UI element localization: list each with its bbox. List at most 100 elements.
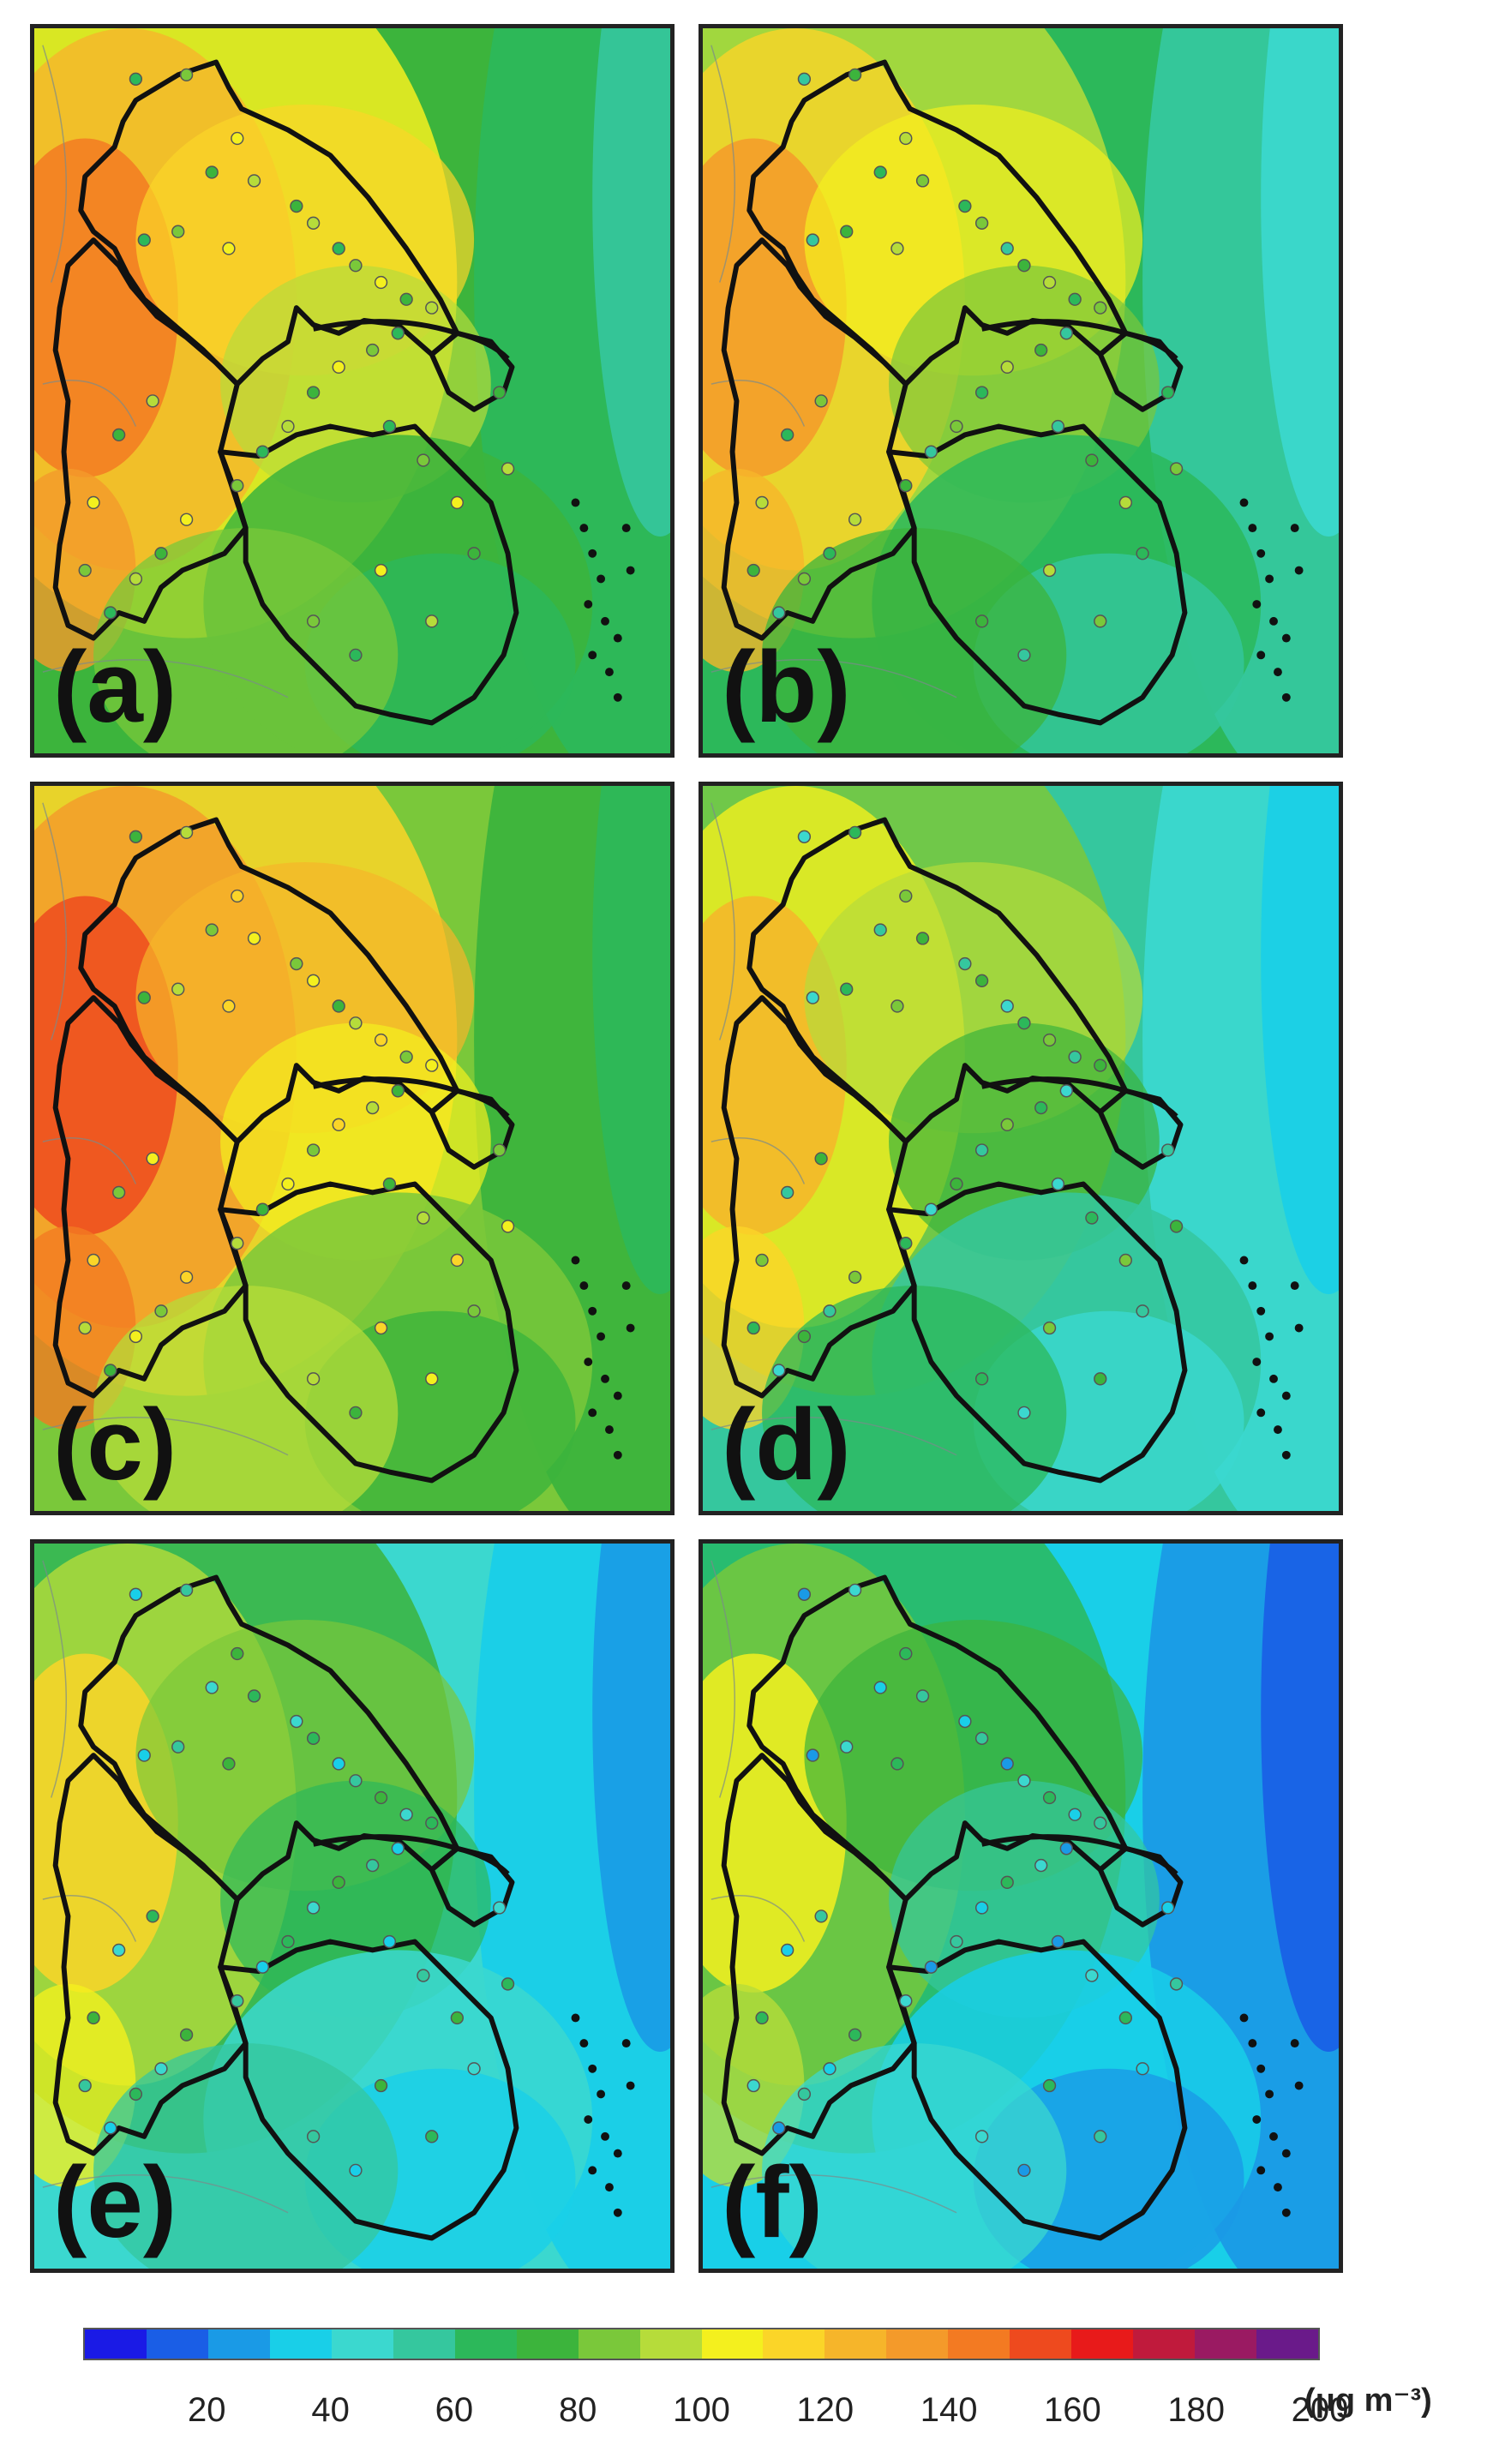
station-marker (1051, 419, 1065, 434)
station-marker (179, 513, 194, 526)
station-marker (231, 1237, 244, 1250)
station-marker (1161, 1143, 1175, 1157)
island (621, 524, 631, 533)
station-marker (840, 225, 854, 238)
station-marker (467, 547, 481, 561)
island (1239, 498, 1249, 507)
station-marker (205, 1681, 219, 1694)
station-marker (255, 1202, 270, 1216)
island (588, 2166, 597, 2175)
station-marker (1042, 563, 1057, 578)
colorbar-swatch (1256, 2329, 1319, 2359)
concentration-contour (1261, 1544, 1339, 2052)
station-marker (974, 615, 989, 628)
station-marker (501, 1220, 515, 1233)
station-marker (1059, 1842, 1073, 1855)
minor-boundary (711, 45, 735, 283)
station-marker (417, 1969, 430, 1982)
island (571, 1256, 580, 1265)
colorbar (83, 2328, 1320, 2360)
station-marker (78, 563, 92, 578)
station-marker (848, 1583, 862, 1598)
station-marker (366, 343, 380, 357)
island (1248, 1281, 1257, 1291)
station-marker (222, 999, 236, 1013)
station-marker (493, 1901, 507, 1915)
island (1256, 2166, 1266, 2175)
station-marker (425, 1372, 439, 1386)
station-marker (1017, 648, 1031, 662)
station-marker (129, 2087, 143, 2101)
jiangsu-boundary (746, 59, 1129, 387)
station-marker (146, 1909, 159, 1923)
river-line (312, 1076, 510, 1118)
station-marker (137, 991, 151, 1004)
island (1248, 524, 1257, 533)
station-marker (924, 445, 938, 459)
minor-boundaries (42, 802, 289, 1456)
province-boundaries (721, 1574, 1188, 2241)
anhui-boundary (52, 995, 249, 1399)
jiangsu-boundary (746, 1574, 1129, 1903)
island (588, 1408, 597, 1418)
colorbar-swatch (85, 2329, 147, 2359)
station-marker (425, 615, 439, 628)
island (1239, 2013, 1249, 2023)
station-marker (281, 1177, 295, 1191)
province-boundaries (52, 59, 519, 726)
colorbar-swatch (207, 2329, 270, 2359)
minor-boundaries (711, 802, 957, 1456)
colorbar-tick-label: 100 (673, 2391, 730, 2429)
station-marker (755, 2011, 769, 2025)
island (601, 1374, 609, 1383)
station-marker (112, 428, 126, 442)
island (588, 2064, 597, 2073)
station-marker (374, 563, 388, 578)
station-marker (1042, 2078, 1057, 2093)
station-marker (781, 428, 794, 442)
station-marker (222, 1757, 236, 1771)
station-marker (814, 1909, 828, 1923)
station-marker (899, 1994, 913, 2008)
minor-boundaries (42, 1560, 289, 2214)
island (1281, 633, 1291, 643)
panel-label: (c) (53, 1388, 177, 1502)
island (621, 1281, 631, 1291)
station-marker (255, 445, 270, 459)
island (1274, 2183, 1282, 2192)
minor-boundary (711, 1136, 806, 1184)
island (613, 2208, 622, 2217)
island (613, 633, 622, 643)
station-marker (146, 394, 159, 408)
station-marker (425, 301, 439, 315)
station-marker (950, 1177, 963, 1191)
station-marker (958, 956, 972, 971)
station-marker (366, 1100, 380, 1115)
station-marker (493, 1143, 507, 1157)
station-marker (154, 547, 168, 561)
anhui-boundary (721, 237, 917, 641)
station-marker (332, 360, 345, 374)
island (613, 2149, 622, 2158)
station-marker (1094, 1058, 1107, 1072)
station-marker (1000, 1875, 1014, 1889)
colorbar-swatch (1195, 2329, 1257, 2359)
station-marker (281, 1934, 295, 1949)
panel-label: (f) (722, 2146, 823, 2259)
station-marker (1068, 1808, 1082, 1821)
station-marker (374, 275, 388, 290)
station-marker (924, 1960, 938, 1974)
station-marker (290, 199, 303, 213)
station-marker (1094, 615, 1107, 628)
anhui-boundary (721, 1753, 917, 2156)
jiangsu-boundary (746, 817, 1129, 1145)
station-marker (179, 68, 194, 82)
station-marker (899, 1237, 913, 1250)
zhejiang-boundary (218, 1939, 519, 2241)
station-marker (501, 462, 515, 476)
station-marker (899, 1646, 913, 1661)
station-marker (1068, 1050, 1082, 1064)
colorbar-tick-label: 80 (558, 2391, 597, 2429)
concentration-contour (762, 528, 1067, 753)
station-marker (171, 225, 185, 238)
